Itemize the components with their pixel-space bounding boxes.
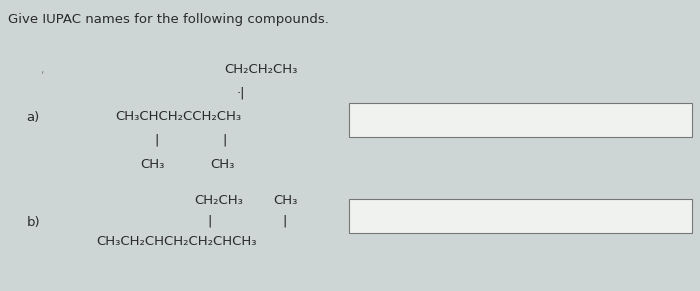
Text: CH₃: CH₃ — [210, 158, 235, 171]
Text: |: | — [283, 215, 287, 228]
Text: ,: , — [41, 65, 44, 75]
Text: a): a) — [27, 111, 40, 124]
Text: CH₃: CH₃ — [140, 158, 164, 171]
Text: ·|: ·| — [237, 87, 245, 100]
Bar — [349, 103, 692, 137]
Text: CH₂CH₃: CH₂CH₃ — [195, 194, 244, 207]
Text: |: | — [223, 133, 227, 146]
Text: b): b) — [27, 216, 40, 229]
Text: Give IUPAC names for the following compounds.: Give IUPAC names for the following compo… — [8, 13, 329, 26]
Text: |: | — [155, 133, 159, 146]
Bar — [349, 199, 692, 233]
Text: CH₃: CH₃ — [273, 194, 298, 207]
Text: CH₃CHCH₂CCH₂CH₃: CH₃CHCH₂CCH₂CH₃ — [116, 110, 241, 123]
Text: |: | — [207, 215, 211, 228]
Text: CH₃CH₂CHCH₂CH₂CHCH₃: CH₃CH₂CHCH₂CH₂CHCH₃ — [97, 235, 257, 248]
Text: CH₂CH₂CH₃: CH₂CH₂CH₃ — [224, 63, 298, 76]
